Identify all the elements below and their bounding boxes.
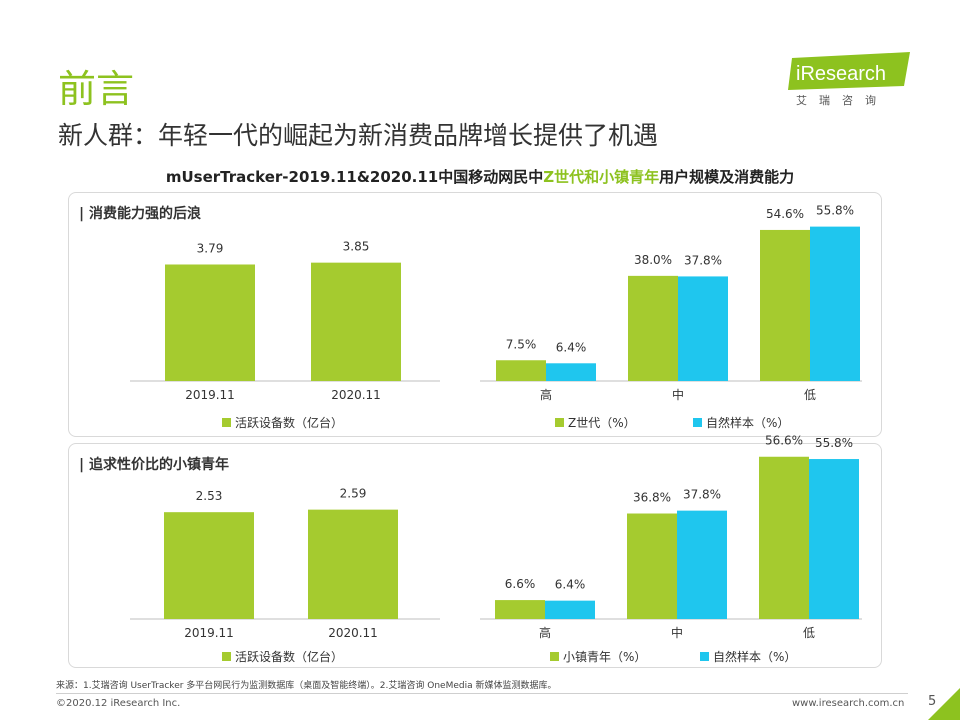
data-label: 2.53 — [196, 489, 223, 503]
bar-series-b — [810, 226, 860, 381]
x-tick-label: 2020.11 — [331, 388, 381, 402]
legend-label: 活跃设备数（亿台） — [235, 649, 343, 664]
data-label: 55.8% — [816, 204, 854, 218]
logo-subtitle: 艾瑞咨询 — [796, 94, 888, 107]
chart-title-highlight: Z世代和小镇青年 — [543, 168, 660, 186]
legend-swatch — [222, 652, 231, 661]
iresearch-logo: iResearch — [788, 52, 910, 90]
legend-label: Z世代（%） — [568, 416, 636, 430]
x-tick-label: 中 — [672, 387, 684, 402]
x-tick-label: 中 — [671, 625, 683, 640]
bar-series-a — [496, 360, 546, 381]
corner-decoration — [928, 688, 960, 720]
bar-device-count — [308, 509, 398, 619]
bar-series-a — [760, 229, 810, 381]
bar-device-count — [164, 512, 254, 619]
panel-bottom-title: | 追求性价比的小镇青年 — [79, 457, 229, 473]
website-link[interactable]: www.iresearch.com.cn — [792, 698, 905, 709]
page-title: 前言 — [58, 67, 135, 111]
bar-device-count — [311, 262, 401, 381]
bar-series-a — [627, 513, 677, 619]
data-label: 37.8% — [683, 488, 721, 502]
data-label: 37.8% — [684, 253, 722, 267]
x-tick-label: 高 — [540, 387, 552, 402]
chart-title: mUserTracker-2019.11&2020.11中国移动网民中Z世代和小… — [0, 166, 960, 187]
legend-swatch — [700, 652, 709, 661]
data-label: 55.8% — [815, 436, 853, 450]
chart-title-part1: mUserTracker-2019.11&2020.11中国移动网民中 — [165, 168, 544, 186]
x-tick-label: 2020.11 — [328, 626, 378, 640]
data-label: 3.85 — [343, 240, 370, 254]
legend-swatch — [555, 418, 564, 427]
bar-series-a — [759, 456, 809, 619]
data-label: 3.79 — [197, 241, 224, 255]
data-label: 6.6% — [505, 577, 536, 591]
data-label: 36.8% — [633, 491, 671, 505]
bar-series-b — [546, 363, 596, 381]
data-label: 6.4% — [555, 578, 586, 592]
panel-top-title: | 消费能力强的后浪 — [79, 206, 201, 222]
x-tick-label: 高 — [539, 625, 551, 640]
bar-series-b — [678, 276, 728, 381]
data-label: 56.6% — [765, 434, 803, 448]
page-number: 5 — [928, 694, 937, 709]
chart-title-part2: 用户规模及消费能力 — [659, 168, 795, 186]
data-label: 2.59 — [340, 487, 367, 501]
logo-text: iResearch — [796, 63, 886, 85]
bar-series-b — [545, 600, 595, 619]
bar-series-b — [677, 510, 727, 619]
legend-swatch — [693, 418, 702, 427]
legend-label: 自然样本（%） — [706, 415, 789, 430]
x-tick-label: 2019.11 — [185, 388, 235, 402]
legend-swatch — [550, 652, 559, 661]
data-label: 6.4% — [556, 340, 587, 354]
data-label: 7.5% — [506, 337, 537, 351]
bar-series-a — [495, 600, 545, 619]
page-subtitle: 新人群：年轻一代的崛起为新消费品牌增长提供了机遇 — [58, 121, 659, 150]
copyright: ©2020.12 iResearch Inc. — [56, 698, 181, 709]
legend-label: 活跃设备数（亿台） — [235, 415, 343, 430]
legend-label: 自然样本（%） — [713, 649, 796, 664]
x-tick-label: 低 — [803, 626, 815, 640]
x-tick-label: 低 — [804, 388, 816, 402]
legend-swatch — [222, 418, 231, 427]
bar-device-count — [165, 264, 255, 381]
data-label: 38.0% — [634, 253, 672, 267]
footer-divider — [56, 693, 908, 694]
legend-label: 小镇青年（%） — [563, 650, 646, 664]
bar-series-a — [628, 275, 678, 381]
bar-series-b — [809, 459, 859, 619]
data-label: 54.6% — [766, 207, 804, 221]
logo-banner-shape — [788, 52, 910, 90]
source-note: 来源：1.艾瑞咨询 UserTracker 多平台网民行为监测数据库（桌面及智能… — [56, 681, 557, 691]
x-tick-label: 2019.11 — [184, 626, 234, 640]
